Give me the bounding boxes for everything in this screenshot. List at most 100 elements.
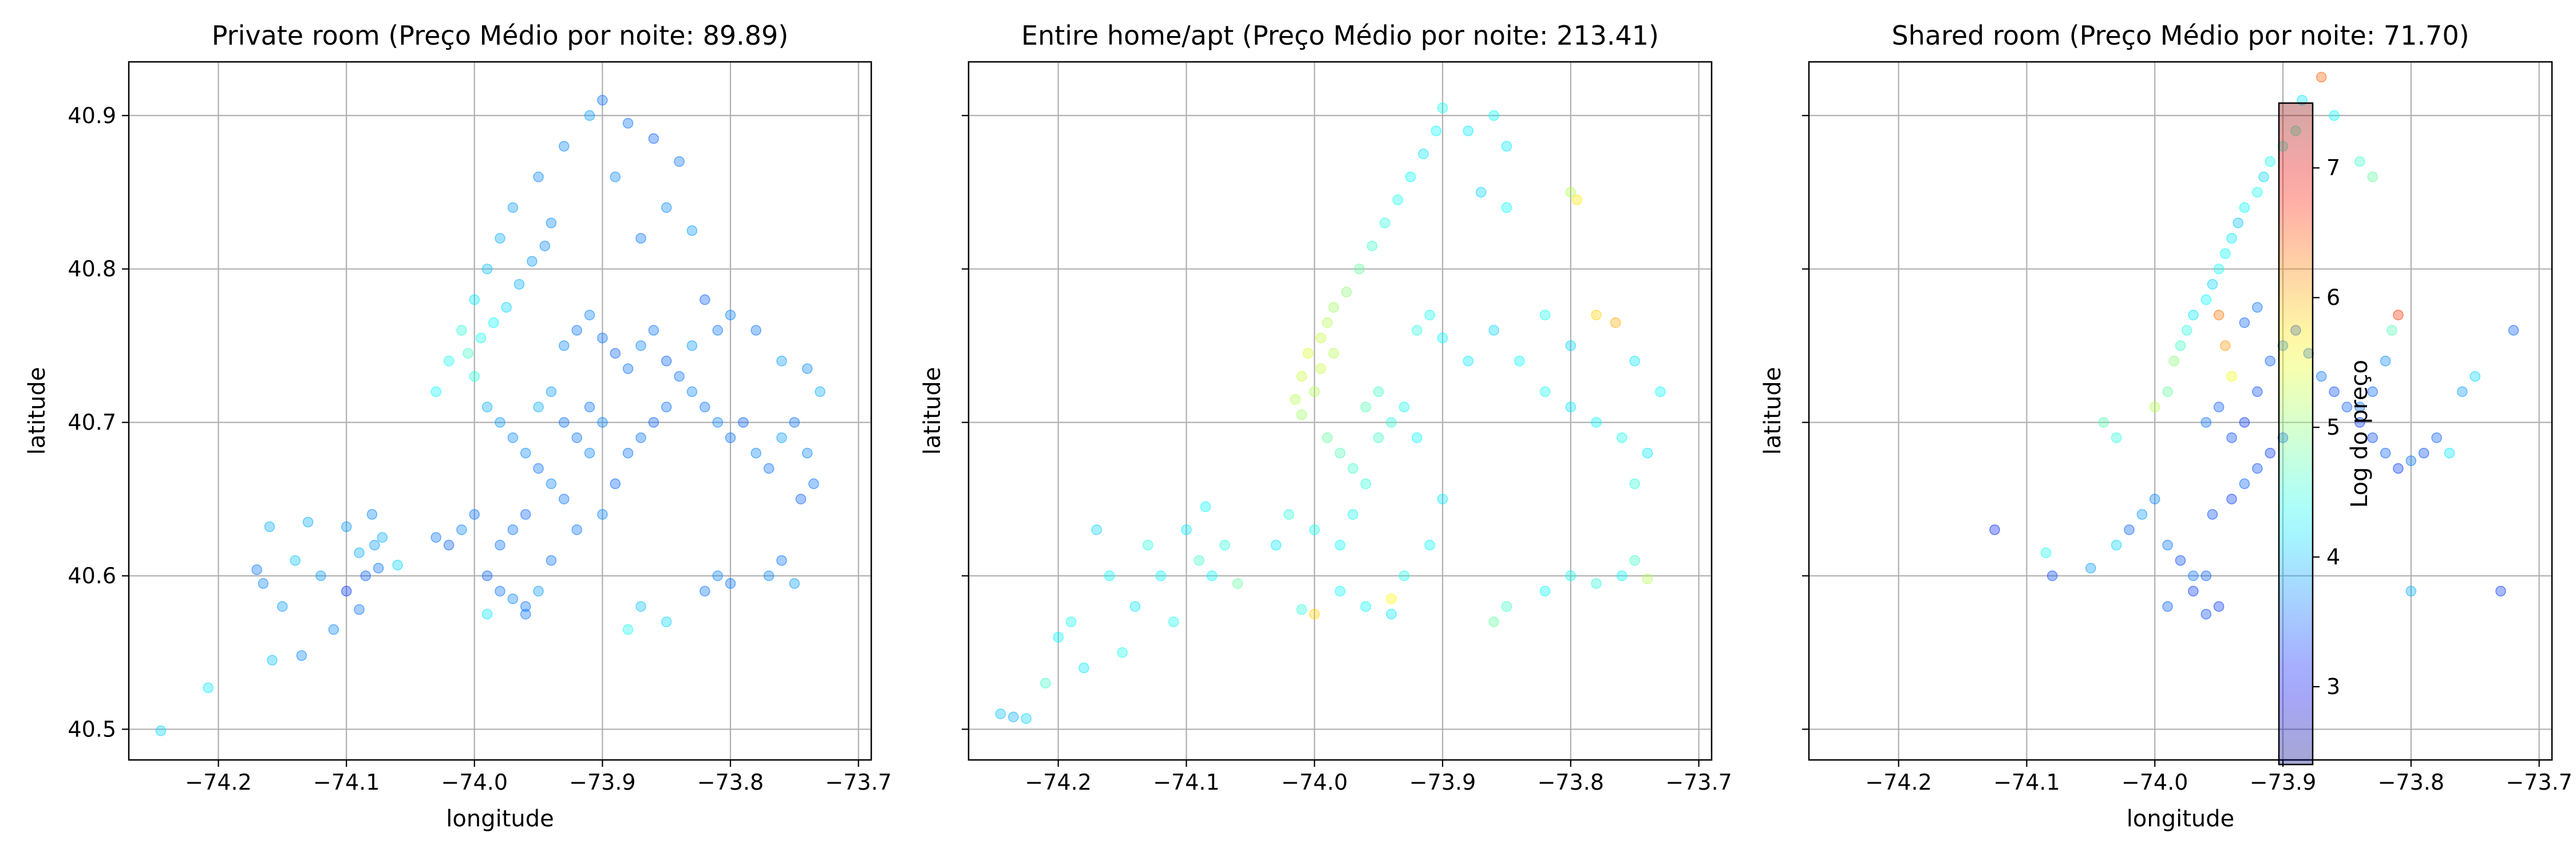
panel-1: −74.2 −74.1 −74.0 −73.9 −73.8 −73.7 40.5 40.6 40… (24, 20, 892, 832)
scatter-point (1617, 432, 1627, 443)
y-tick-label: 40.8 (68, 257, 116, 282)
scatter-point (1386, 593, 1397, 604)
scatter-point (501, 302, 512, 313)
scatter-point (571, 524, 582, 535)
x-tick-label: −74.1 (313, 770, 380, 795)
scatter-point (635, 233, 646, 244)
scatter-point (2239, 202, 2250, 213)
scatter-point (2265, 447, 2275, 459)
y-tick-label: 40.6 (68, 564, 116, 589)
scatter-point (495, 586, 505, 597)
scatter-point (341, 521, 352, 533)
scatter-point (2213, 401, 2225, 413)
scatter-point (369, 539, 380, 551)
scatter-point (995, 708, 1006, 719)
scatter-point (495, 539, 505, 551)
scatter-point (392, 559, 403, 571)
x-tick-label: −74.0 (2121, 770, 2188, 795)
scatter-point (1405, 171, 1416, 183)
scatter-point (1296, 409, 1307, 420)
scatter-point (776, 555, 787, 566)
scatter-point (1334, 447, 1346, 459)
scatter-point (2431, 432, 2442, 443)
scatter-point (738, 417, 749, 428)
scatter-point (674, 156, 685, 167)
scatter-point (2200, 417, 2212, 428)
scatter-point (513, 279, 525, 290)
scatter-point (1302, 348, 1314, 359)
scatter-point (1591, 417, 1602, 428)
scatter-point (2252, 302, 2263, 313)
panel-title: Private room (Preço Médio por noite: 89.… (212, 20, 789, 51)
scatter-point (155, 725, 167, 736)
scatter-point (661, 401, 672, 413)
scatter-point (1463, 356, 1474, 367)
scatter-point (481, 570, 493, 581)
scatter-point (328, 624, 339, 635)
scatter-point (2085, 562, 2096, 574)
scatter-point (2200, 570, 2212, 581)
scatter-point (750, 325, 761, 336)
x-tick-label: −73.8 (697, 770, 764, 795)
scatter-point (1348, 463, 1358, 474)
scatter-point (2444, 447, 2455, 459)
scatter-point (2098, 417, 2109, 428)
colorbar-label: Log do preço (2346, 360, 2373, 508)
scatter-point (2252, 463, 2263, 474)
scatter-point (469, 371, 480, 382)
scatter-point (2252, 386, 2263, 397)
scatter-point (1091, 524, 1103, 535)
scatter-point (559, 417, 570, 428)
scatter-point (1168, 616, 1179, 628)
scatter-point (1386, 417, 1397, 428)
scatter-point (277, 601, 288, 612)
scatter-point (546, 386, 557, 397)
scatter-point (789, 578, 800, 589)
scatter-point (712, 570, 723, 581)
scatter-point (1437, 332, 1448, 344)
scatter-point (622, 447, 634, 459)
scatter-point (377, 532, 388, 543)
scatter-point (2207, 279, 2218, 290)
scatter-point (2239, 317, 2250, 328)
scatter-point (635, 340, 646, 351)
scatter-point (533, 463, 544, 474)
scatter-point (648, 325, 659, 336)
x-axis-label: longitude (2127, 806, 2234, 832)
scatter-point (1341, 286, 1352, 298)
scatter-point (686, 340, 698, 351)
scatter-point (546, 218, 557, 228)
scatter-point (571, 432, 582, 443)
scatter-point (1642, 573, 1653, 585)
scatter-point (597, 94, 608, 106)
scatter-point (2508, 325, 2519, 336)
scatter-point (2354, 401, 2365, 413)
scatter-point (1078, 663, 1089, 673)
scatter-point (2040, 547, 2052, 558)
scatter-point (2220, 248, 2231, 259)
scatter-point (2226, 494, 2237, 505)
scatter-point (1539, 586, 1551, 597)
scatter-point (443, 539, 455, 551)
scatter-point (2226, 432, 2237, 443)
scatter-point (776, 432, 787, 443)
scatter-point (2200, 609, 2212, 620)
scatter-point (622, 117, 634, 129)
scatter-point (1200, 501, 1211, 513)
scatter-point (815, 386, 825, 397)
scatter-point (2265, 156, 2275, 167)
scatter-point (533, 401, 544, 413)
scatter-point (373, 562, 384, 574)
x-tick-label: −73.7 (825, 770, 891, 795)
scatter-point (1488, 616, 1499, 628)
scatter-point (2175, 555, 2186, 566)
scatter-point (1309, 524, 1320, 535)
scatter-point (354, 547, 365, 558)
scatter-point (2367, 432, 2378, 443)
scatter-point (622, 363, 634, 375)
scatter-point (533, 586, 544, 597)
scatter-point (1206, 570, 1218, 581)
scatter-point (2495, 586, 2506, 597)
scatter-point (1309, 609, 1320, 620)
scatter-point (527, 256, 538, 267)
